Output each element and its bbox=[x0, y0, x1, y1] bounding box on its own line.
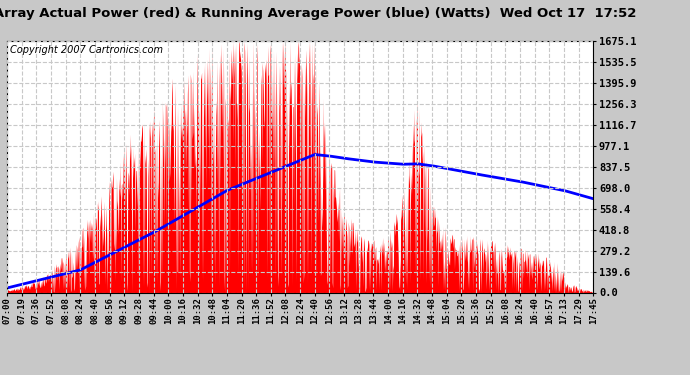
Text: Copyright 2007 Cartronics.com: Copyright 2007 Cartronics.com bbox=[10, 45, 163, 55]
Text: East Array Actual Power (red) & Running Average Power (blue) (Watts)  Wed Oct 17: East Array Actual Power (red) & Running … bbox=[0, 8, 636, 21]
